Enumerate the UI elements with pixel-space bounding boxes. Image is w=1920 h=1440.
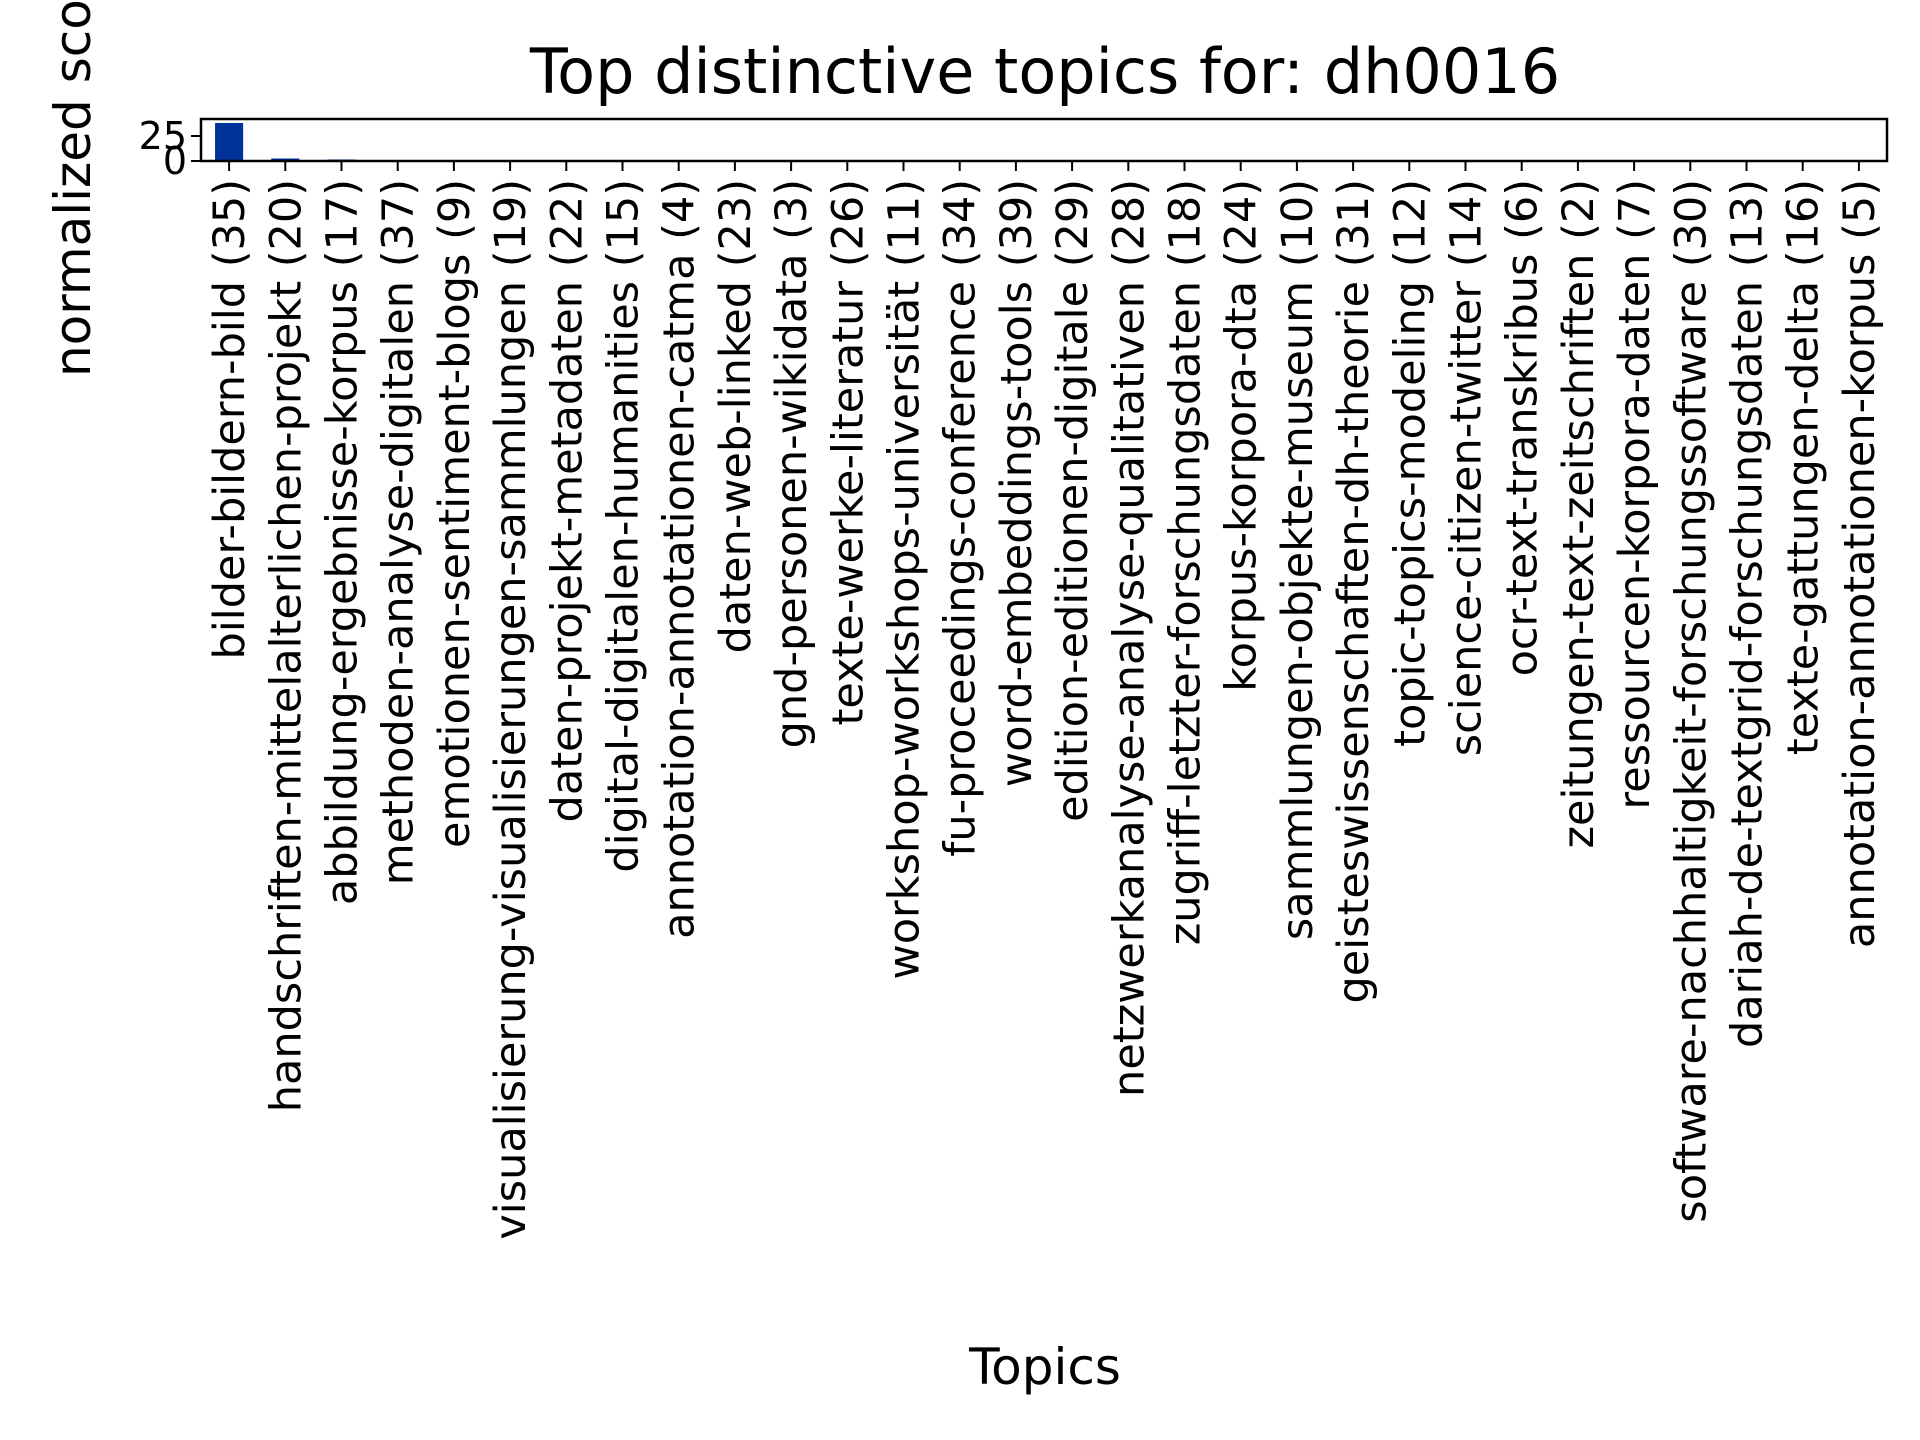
x-tick-label: gnd-personen-wikidata (3) (767, 179, 817, 748)
x-tick-label: annotation-annotationen-korpus (5) (1835, 179, 1885, 948)
chart-title: Top distinctive topics for: dh0016 (529, 35, 1560, 108)
bar (215, 123, 244, 161)
x-tick-label: daten-web-linked (23) (711, 179, 761, 653)
x-tick-label: ressourcen-korpora-daten (7) (1610, 179, 1660, 809)
x-tick-label: workshop-workshops-universität (11) (880, 179, 930, 979)
x-tick-label: zugriff-letzter-forschungsdaten (18) (1161, 179, 1211, 945)
x-tick-label: sammlungen-objekte-museum (10) (1273, 179, 1323, 940)
x-tick-label: word-embeddings-tools (39) (992, 179, 1042, 787)
x-tick-label: visualisierung-visualisierungen-sammlung… (486, 179, 536, 1240)
x-tick-label: texte-werke-literatur (26) (823, 179, 873, 725)
x-tick-label: fu-proceedings-conference (34) (936, 179, 986, 857)
y-tick-label: 0 (163, 139, 187, 183)
x-tick-label: handschriften-mittelalterlichen-projekt … (261, 179, 311, 1112)
x-tick-label: topic-topics-modeling (12) (1385, 179, 1435, 747)
x-tick-label: science-citizen-twitter (14) (1442, 179, 1492, 756)
x-tick-label: methoden-analyse-digitalen (37) (374, 179, 424, 885)
y-axis-ticks: 025 (139, 114, 201, 183)
x-tick-label: texte-gattungen-delta (16) (1779, 179, 1829, 755)
x-tick-label: abbildung-ergebnisse-korpus (17) (318, 179, 368, 905)
x-tick-label: software-nachhaltigkeit-forschungssoftwa… (1666, 179, 1716, 1223)
y-tick-label: 25 (139, 114, 187, 158)
x-axis-ticks: bilder-bildern-bild (35) handschriften-mi… (205, 161, 1885, 1240)
x-tick-label: bilder-bildern-bild (35) (205, 179, 255, 659)
x-tick-label: digital-digitalen-humanities (15) (599, 179, 649, 873)
y-axis-label: normalized score (44, 0, 102, 377)
plot-frame (199, 117, 1889, 163)
x-tick-label: ocr-text-transkribus (6) (1498, 179, 1548, 676)
x-tick-label: korpus-korpora-dta (24) (1217, 179, 1267, 692)
x-tick-label: edition-editionen-digitale (29) (1048, 179, 1098, 822)
x-tick-label: geisteswissenschaften-dh-theorie (31) (1329, 179, 1379, 1004)
bar-series (215, 123, 1873, 162)
x-tick-label: daten-projekt-metadaten (22) (542, 179, 592, 822)
x-tick-label: netzwerkanalyse-analyse-qualitativen (28… (1104, 179, 1154, 1097)
x-tick-label: annotation-annotationen-catma (4) (655, 179, 705, 939)
x-tick-label: emotionen-sentiment-blogs (9) (430, 179, 480, 848)
x-tick-label: zeitungen-text-zeitschriften (2) (1554, 179, 1604, 849)
x-axis-label: Topics (968, 1338, 1121, 1396)
x-tick-label: dariah-de-textgrid-forschungsdaten (13) (1723, 179, 1773, 1048)
